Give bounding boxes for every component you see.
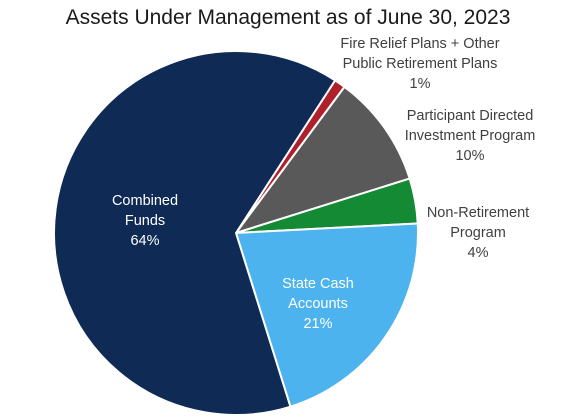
slice-label-line: Program [450,225,506,241]
slice-label-line: Participant Directed [407,108,534,124]
slice-label-line: 64% [130,233,159,249]
slice-label-participant-directed: Participant Directed Investment Program 10… [405,108,536,164]
slice-label-combined-funds: Combined Funds 64% [112,193,178,249]
slice-label-line: 21% [303,316,332,332]
slice-label-line: 10% [455,148,484,164]
slice-label-non-retirement: Non-Retirement Program 4% [427,205,529,261]
slice-label-line: Funds [125,213,165,229]
slice-label-line: Investment Program [405,128,536,144]
slice-label-line: 4% [468,245,489,261]
slice-label-line: Fire Relief Plans + Other [340,36,499,52]
slice-label-line: State Cash [282,276,354,292]
slice-label-line: Accounts [288,296,348,312]
slice-label-line: Non-Retirement [427,205,529,221]
pie-slice-state-cash [235,222,419,408]
chart-title: Assets Under Management as of June 30, 2… [65,6,511,29]
pie-slice-combined-funds [53,50,337,416]
slice-label-line: 1% [410,76,431,92]
slice-label-fire-relief: Fire Relief Plans + Other Public Retireme… [340,36,499,92]
slice-label-state-cash: State Cash Accounts 21% [282,276,354,332]
slice-label-line: Public Retirement Plans [343,56,498,72]
pie-slice-participant-directed [235,85,411,234]
slice-label-line: Combined [112,193,178,209]
